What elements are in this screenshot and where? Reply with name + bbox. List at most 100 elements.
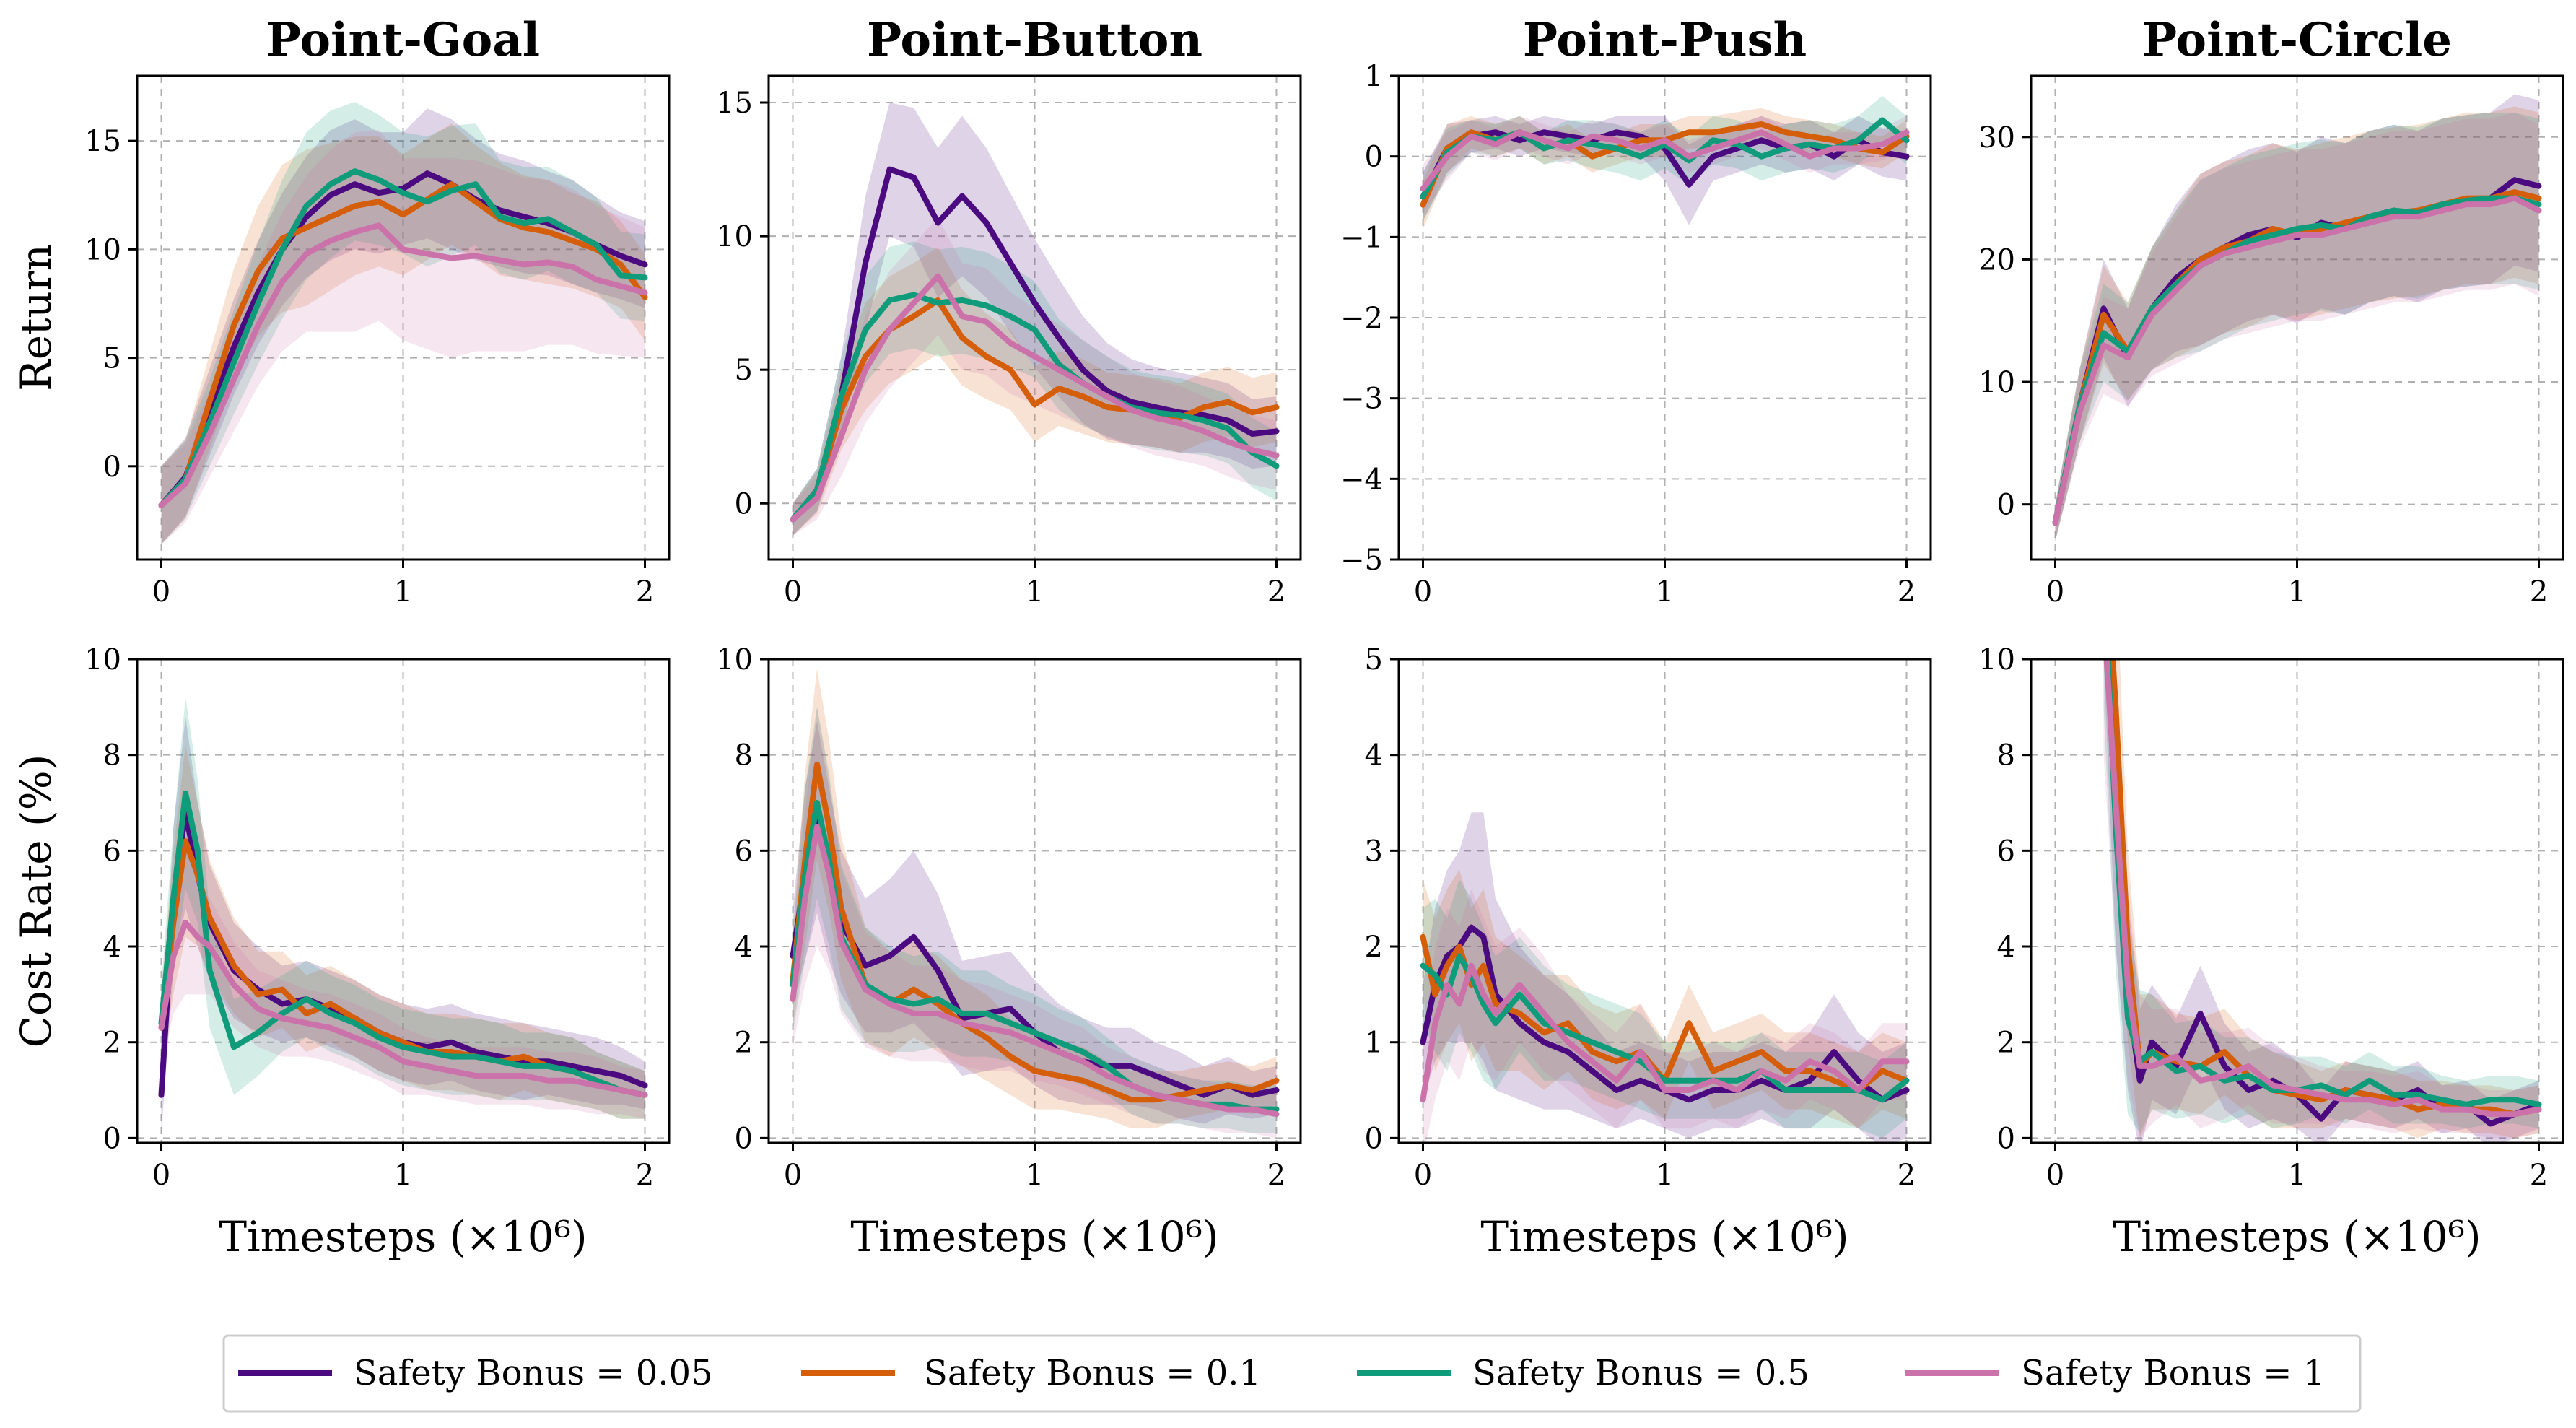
panel-3-series-2 (2052, 195, 2542, 526)
panel-1-ytick-label-0: 0 (735, 487, 753, 521)
panel-0-series-1 (158, 181, 648, 508)
panel-3-ytick-label-0: 0 (1997, 489, 2015, 522)
panel-3-xtick-label-2: 2 (2530, 575, 2548, 609)
legend-label-0: Safety Bonus = 0.05 (354, 1353, 713, 1393)
panel-6-ytick-label-1: 1 (1365, 1027, 1383, 1060)
panel-6-ytick-label-3: 3 (1365, 835, 1383, 868)
panel-0-band-3 (161, 130, 645, 545)
panel-5-plot-area (790, 669, 1280, 1139)
panel-5-ytick-label-3: 6 (735, 835, 753, 868)
panel-0-ytick-label-3: 15 (84, 125, 121, 158)
panel-3-ytick-label-3: 30 (1978, 121, 2015, 154)
panel-6-ytick-label-2: 2 (1365, 931, 1383, 964)
panel-6-ytick-label-0: 0 (1365, 1122, 1383, 1155)
panel-4-ylabel: Cost Rate (%) (12, 754, 61, 1048)
legend-label-2: Safety Bonus = 0.5 (1472, 1353, 1809, 1393)
panel-1-series-1 (790, 297, 1280, 523)
panel-6-xtick-label-1: 1 (1656, 1159, 1674, 1192)
legend-label-3: Safety Bonus = 1 (2021, 1353, 2325, 1393)
panel-7-band-0 (2103, 659, 2539, 1143)
panel-5-xtick-label-1: 1 (1026, 1159, 1044, 1192)
panel-6-series-3 (1420, 962, 1910, 1103)
panel-3-band-3 (2055, 112, 2539, 541)
panel-0-title: Point-Goal (266, 13, 540, 67)
panel-7: 0 1 2 0 2 4 6 8 10 Timesteps (×10⁶) (1978, 643, 2564, 1261)
panel-7-ytick-label-4: 8 (1997, 739, 2015, 772)
panel-3-ytick-label-2: 20 (1978, 243, 2015, 277)
panel-6-xlabel: Timesteps (×10⁶) (1480, 1212, 1848, 1261)
panel-3-ytick-label-1: 10 (1978, 366, 2015, 399)
panel-2-plot-area (1420, 95, 1910, 230)
panel-1-xtick-label-0: 0 (784, 575, 802, 609)
panel-7-xtick-label-2: 2 (2530, 1159, 2548, 1192)
panel-7-ytick-label-3: 6 (1997, 835, 2015, 868)
panel-4-plot-area (158, 697, 648, 1133)
panel-4-ytick-label-3: 6 (103, 835, 121, 868)
panel-6-xtick-label-2: 2 (1898, 1159, 1916, 1192)
panel-7-band-2 (2103, 659, 2539, 1133)
panel-5-band-0 (793, 721, 1277, 1124)
panel-7-xlabel: Timesteps (×10⁶) (2113, 1212, 2481, 1261)
panel-5-xlabel: Timesteps (×10⁶) (850, 1212, 1218, 1261)
panel-5: 0 1 2 0 2 4 6 8 10 Timesteps (×10⁶) (716, 643, 1302, 1261)
panel-3-series-3 (2052, 195, 2542, 526)
panel-3-band-2 (2055, 112, 2539, 541)
panel-1-xtick-label-2: 2 (1267, 575, 1285, 609)
legend-entry-1: Safety Bonus = 0.1 (801, 1353, 1261, 1393)
panel-6-xtick-label-0: 0 (1414, 1159, 1432, 1192)
panel-0-ytick-label-0: 0 (103, 450, 121, 484)
panel-7-ytick-label-1: 2 (1997, 1027, 2015, 1060)
panel-2-ytick-label-4: −1 (1340, 221, 1383, 254)
panel-4-ytick-label-2: 4 (103, 931, 121, 964)
panel-1-series-0 (790, 166, 1280, 523)
panel-4-xtick-label-0: 0 (152, 1159, 170, 1192)
panel-0-ylabel: Return (12, 244, 61, 391)
panel-4-band-1 (161, 745, 645, 1119)
panel-7-band-1 (2103, 659, 2539, 1139)
panel-6-band-1 (1423, 869, 1907, 1129)
panel-4-band-3 (161, 850, 645, 1119)
panel-7-plot-area (2103, 659, 2542, 1143)
panel-4-series-3 (158, 919, 648, 1098)
panel-2-band-2 (1423, 95, 1907, 221)
panel-0-xtick-label-0: 0 (152, 575, 170, 609)
panel-7-ytick-label-2: 4 (1997, 931, 2015, 964)
panel-1-ytick-label-1: 5 (735, 354, 753, 387)
panel-2-xtick-label-1: 1 (1656, 575, 1674, 609)
panel-1-band-0 (793, 103, 1277, 536)
panel-2: 0 1 2 −5 −4 −3 −2 −1 0 1 Point-Push (1340, 13, 1932, 609)
panel-0-series-3 (158, 222, 648, 508)
panel-5-series-3 (790, 824, 1280, 1118)
panel-1-ytick-label-3: 15 (716, 87, 753, 120)
panel-4: 0 1 2 0 2 4 6 8 10 Cost Rate (%) Timesteps (×10⁶) (12, 643, 671, 1261)
panel-5-ytick-label-0: 0 (735, 1122, 753, 1155)
panel-4-ytick-label-1: 2 (103, 1027, 121, 1060)
panel-2-xtick-label-0: 0 (1414, 575, 1432, 609)
panel-2-ytick-label-3: −2 (1340, 302, 1383, 335)
panel-4-xtick-label-1: 1 (394, 1159, 412, 1192)
panel-6-ytick-label-4: 4 (1365, 739, 1383, 772)
panel-5-xtick-label-2: 2 (1267, 1159, 1285, 1192)
panel-1: 0 1 2 0 5 10 15 Point-Button (716, 13, 1302, 609)
panel-1-xtick-label-1: 1 (1026, 575, 1044, 609)
panel-1-ytick-label-2: 10 (716, 220, 753, 253)
panel-0-xtick-label-2: 2 (636, 575, 654, 609)
panel-0-xtick-label-1: 1 (394, 575, 412, 609)
panel-3-xtick-label-1: 1 (2288, 575, 2306, 609)
panel-2-ytick-label-5: 0 (1365, 141, 1383, 174)
panel-4-ytick-label-4: 8 (103, 739, 121, 772)
panel-1-series-3 (790, 273, 1280, 523)
panel-4-xlabel: Timesteps (×10⁶) (219, 1212, 587, 1261)
panel-4-xtick-label-2: 2 (636, 1159, 654, 1192)
legend: Safety Bonus = 0.05 Safety Bonus = 0.1 S… (222, 1334, 2362, 1413)
panel-3-xtick-label-0: 0 (2046, 575, 2064, 609)
panel-7-ytick-label-0: 0 (1997, 1122, 2015, 1155)
legend-entry-3: Safety Bonus = 1 (1905, 1353, 2325, 1393)
panel-2-title: Point-Push (1523, 13, 1807, 67)
panel-1-series-2 (790, 292, 1280, 523)
panel-2-ytick-label-0: −5 (1340, 544, 1383, 577)
legend-entry-2: Safety Bonus = 0.5 (1357, 1353, 1809, 1393)
panel-4-ytick-label-0: 0 (103, 1122, 121, 1155)
